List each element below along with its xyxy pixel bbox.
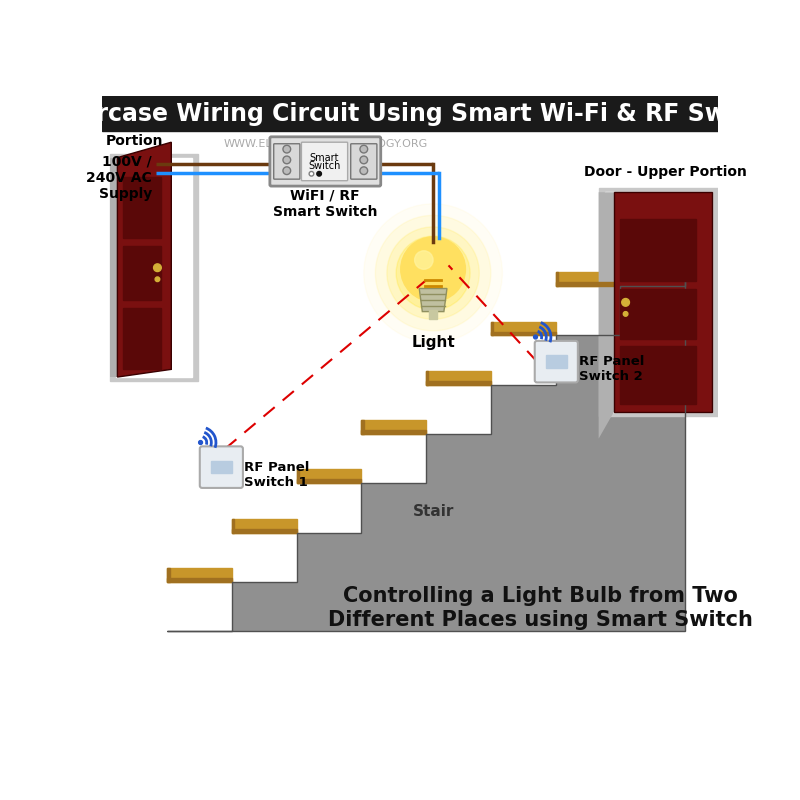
Text: RF Panel
Switch 1: RF Panel Switch 1 [245,461,310,489]
FancyBboxPatch shape [534,341,578,382]
Circle shape [317,171,322,176]
Bar [426,371,491,385]
Circle shape [360,156,368,164]
Bar [362,420,364,434]
Bar [555,272,620,286]
Text: Switch: Switch [308,161,341,171]
Bar [116,158,192,377]
Bar [210,461,232,474]
Bar [620,233,685,237]
Bar [620,223,685,237]
Polygon shape [118,142,171,377]
Bar [620,223,622,237]
Bar [167,568,232,582]
Text: Door
Lower
Portion: Door Lower Portion [106,101,163,147]
Text: WWW.ELECTRICALTECHNOLOGY.ORG: WWW.ELECTRICALTECHNOLOGY.ORG [223,138,427,149]
Polygon shape [110,158,118,377]
Text: Light: Light [411,334,455,350]
Text: Smart: Smart [310,153,339,162]
Bar [605,192,712,412]
Text: WiFI / RF
Smart Switch: WiFI / RF Smart Switch [273,188,378,218]
Polygon shape [598,192,614,438]
Circle shape [155,277,160,282]
Bar [232,518,297,533]
Circle shape [198,441,202,445]
Bar [620,346,697,404]
Bar [167,568,170,582]
Bar [297,470,362,483]
Text: Staircase Wiring Circuit Using Smart Wi-Fi & RF Switch: Staircase Wiring Circuit Using Smart Wi-… [43,102,777,126]
Circle shape [154,264,162,271]
Bar [555,282,620,286]
Circle shape [283,156,290,164]
Circle shape [387,227,479,319]
FancyBboxPatch shape [274,144,300,179]
Bar [362,430,426,434]
Bar [297,470,299,483]
Bar [167,578,232,582]
Circle shape [401,237,466,302]
Polygon shape [614,192,712,412]
Bar [426,381,491,385]
Circle shape [375,215,491,331]
FancyBboxPatch shape [350,144,377,179]
Circle shape [622,298,630,306]
Circle shape [396,236,470,310]
FancyBboxPatch shape [302,142,348,181]
Polygon shape [167,237,685,631]
Bar [110,154,198,381]
Bar [491,332,555,335]
Circle shape [283,167,290,174]
Bar [362,420,426,434]
Circle shape [534,335,538,339]
Bar [598,188,718,415]
Text: Controlling a Light Bulb from Two
Different Places using Smart Switch: Controlling a Light Bulb from Two Differ… [329,586,754,630]
Circle shape [623,311,628,316]
Bar [491,322,555,335]
Bar [122,308,162,370]
Text: Door - Upper Portion: Door - Upper Portion [584,165,747,179]
Bar [546,355,567,368]
FancyBboxPatch shape [270,137,381,186]
Bar [426,371,429,385]
Text: Stair: Stair [413,504,454,519]
Text: 100V /
240V AC
Supply: 100V / 240V AC Supply [86,154,152,201]
FancyBboxPatch shape [200,446,243,488]
Bar [430,310,437,319]
Circle shape [406,246,461,301]
Bar [620,219,697,281]
Bar [555,272,558,286]
Text: RF Panel
Switch 2: RF Panel Switch 2 [579,355,645,383]
Circle shape [309,171,314,176]
Bar [232,518,234,533]
Bar [102,96,718,130]
Bar [620,289,697,338]
Bar [122,246,162,300]
Bar [297,479,362,483]
Polygon shape [419,289,447,311]
Circle shape [283,146,290,153]
Circle shape [360,146,368,153]
Bar [232,529,297,533]
Bar [491,322,493,335]
Bar [122,177,162,238]
Circle shape [360,167,368,174]
Circle shape [414,250,433,270]
